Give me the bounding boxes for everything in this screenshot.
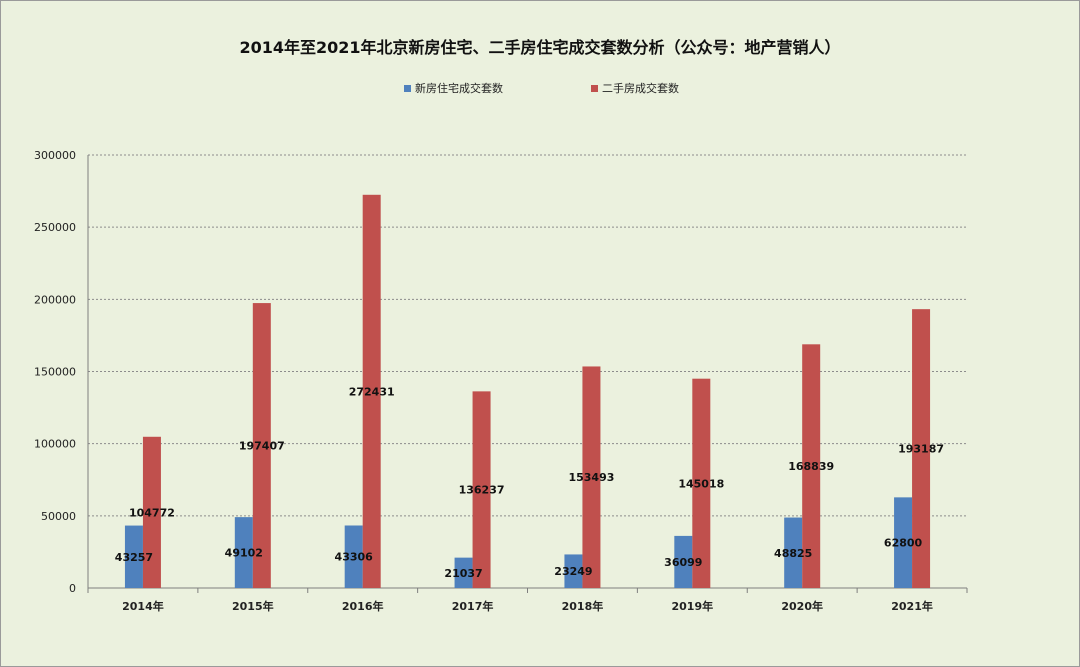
legend-item-second: 二手房成交套数 [591,80,679,96]
legend-label-second: 二手房成交套数 [602,82,679,95]
data-label-new: 23249 [554,565,592,578]
y-tick-label: 250000 [34,221,76,234]
x-tick-label: 2018年 [562,599,604,613]
bar-second-3 [362,194,381,588]
bar-second-4 [472,391,491,588]
x-tick-label: 2014年 [122,599,164,613]
bar-new-5 [564,554,583,588]
legend-swatch-second [591,84,598,92]
y-tick-label: 300000 [34,149,76,162]
bar-new-7 [784,517,803,588]
x-tick-label: 2015年 [232,599,274,613]
data-label-second: 136237 [459,484,505,497]
bar-new-3 [344,525,363,588]
y-tick-label: 50000 [41,510,76,523]
bar-second-2 [252,303,271,588]
bar-second-6 [692,378,711,588]
data-label-new: 36099 [664,556,702,569]
y-tick-label: 200000 [34,293,76,306]
y-tick-label: 100000 [34,438,76,451]
bar-second-8 [912,309,931,588]
data-label-second: 197407 [239,440,285,453]
data-label-new: 21037 [444,567,482,580]
chart-title: 2014年至2021年北京新房住宅、二手房住宅成交套数分析（公众号：地产营销人） [239,38,841,57]
data-label-second: 104772 [129,506,175,519]
legend-label-new: 新房住宅成交套数 [415,82,503,95]
bar-new-2 [234,517,253,588]
x-tick-label: 2019年 [672,599,714,613]
x-tick-label: 2020年 [781,599,823,613]
data-label-new: 43257 [115,551,153,564]
bar-new-4 [454,557,473,588]
y-tick-label: 0 [69,582,76,595]
data-label-second: 153493 [568,471,614,484]
legend-item-new: 新房住宅成交套数 [404,80,503,96]
data-label-new: 49102 [225,547,263,560]
data-label-second: 193187 [898,443,944,456]
x-tick-label: 2017年 [452,599,494,613]
data-label-new: 62800 [884,537,923,550]
data-label-second: 272431 [349,385,395,398]
legend-swatch-new [404,84,411,92]
bar-second-5 [582,366,601,588]
data-label-new: 43306 [335,551,374,564]
bar-new-1 [124,525,143,588]
bar-new-6 [674,535,693,588]
x-tick-label: 2016年 [342,599,384,613]
y-tick-label: 150000 [34,366,76,379]
bar-second-1 [142,436,161,588]
bar-second-7 [802,344,821,588]
x-tick-label: 2021年 [891,599,933,613]
data-label-second: 145018 [678,477,724,490]
data-label-second: 168839 [788,460,834,473]
bar-new-8 [894,497,913,588]
data-label-new: 48825 [774,547,812,560]
